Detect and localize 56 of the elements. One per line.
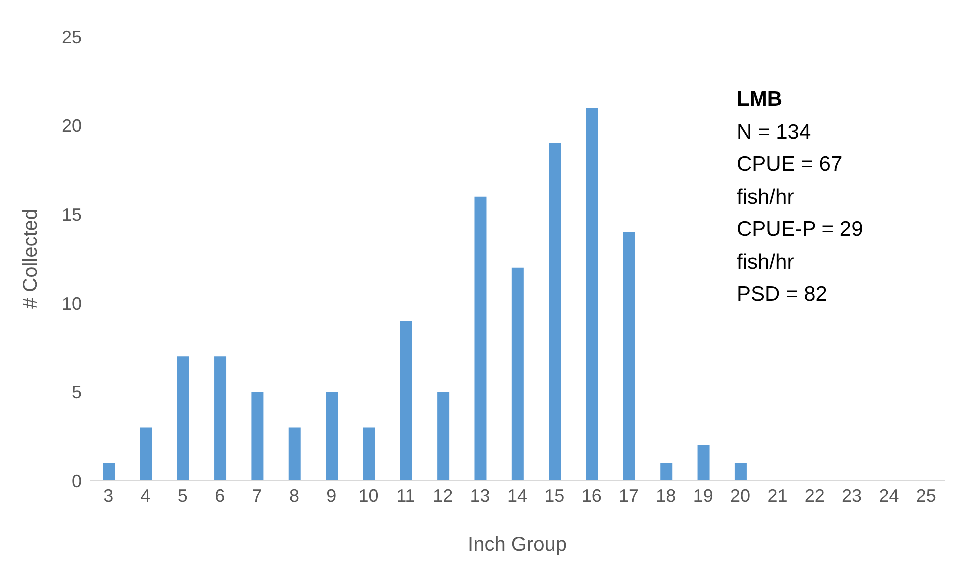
bar (438, 392, 450, 481)
bar (474, 196, 487, 481)
bar (363, 428, 376, 481)
y-tick-label: 0 (72, 471, 82, 492)
x-tick-label: 14 (507, 486, 528, 506)
x-tick-label: 13 (470, 486, 490, 506)
bar (623, 232, 636, 481)
x-tick-label: 9 (326, 486, 337, 506)
bar (549, 144, 562, 481)
bar (140, 428, 152, 481)
bar (214, 356, 227, 481)
y-tick-label: 15 (62, 204, 82, 225)
x-tick-label: 16 (582, 486, 602, 506)
x-tick-label: 20 (730, 486, 751, 506)
annotation: fish/hr (737, 184, 796, 210)
y-axis-title: # Collected (20, 208, 42, 310)
x-tick-label: 7 (252, 486, 262, 506)
y-tick-label: 10 (62, 294, 82, 314)
x-tick-label: 4 (140, 486, 151, 506)
x-tick-label: 6 (215, 486, 226, 506)
x-tick-label: 21 (768, 486, 788, 506)
x-tick-label: 23 (842, 486, 862, 506)
annotation: fish/hr (737, 250, 796, 276)
annotation: PSD = 82 (737, 282, 828, 308)
x-tick-label: 8 (289, 486, 300, 506)
x-axis-title: Inch Group (468, 534, 567, 556)
x-tick-label: 25 (916, 486, 936, 506)
bar (734, 463, 747, 481)
x-tick-label: 15 (544, 486, 565, 506)
annotation: CPUE = 67 (737, 152, 844, 178)
x-tick-label: 22 (804, 486, 825, 506)
annotation: LMB (737, 87, 784, 113)
bar (177, 356, 190, 481)
y-tick-label: 20 (62, 116, 82, 136)
bar (512, 268, 524, 481)
bar (103, 463, 115, 481)
x-tick-label: 24 (879, 486, 900, 506)
x-tick-label: 18 (656, 486, 676, 506)
bar (288, 428, 301, 481)
bar (326, 392, 338, 481)
bar (252, 392, 264, 481)
x-tick-label: 19 (693, 486, 714, 506)
bar (586, 108, 598, 481)
annotation: N = 134 (737, 120, 812, 146)
x-tick-label: 17 (619, 486, 640, 506)
y-tick-label: 25 (62, 27, 82, 48)
x-tick-label: 5 (178, 486, 188, 506)
y-tick-label: 5 (72, 382, 82, 403)
bar (400, 321, 412, 481)
bar (698, 445, 710, 481)
x-tick-label: 11 (396, 486, 416, 506)
bar (660, 463, 673, 481)
annotation: CPUE-P = 29 (737, 217, 864, 243)
x-tick-label: 10 (358, 486, 379, 506)
x-tick-label: 12 (433, 486, 454, 506)
x-tick-label: 3 (104, 486, 114, 506)
